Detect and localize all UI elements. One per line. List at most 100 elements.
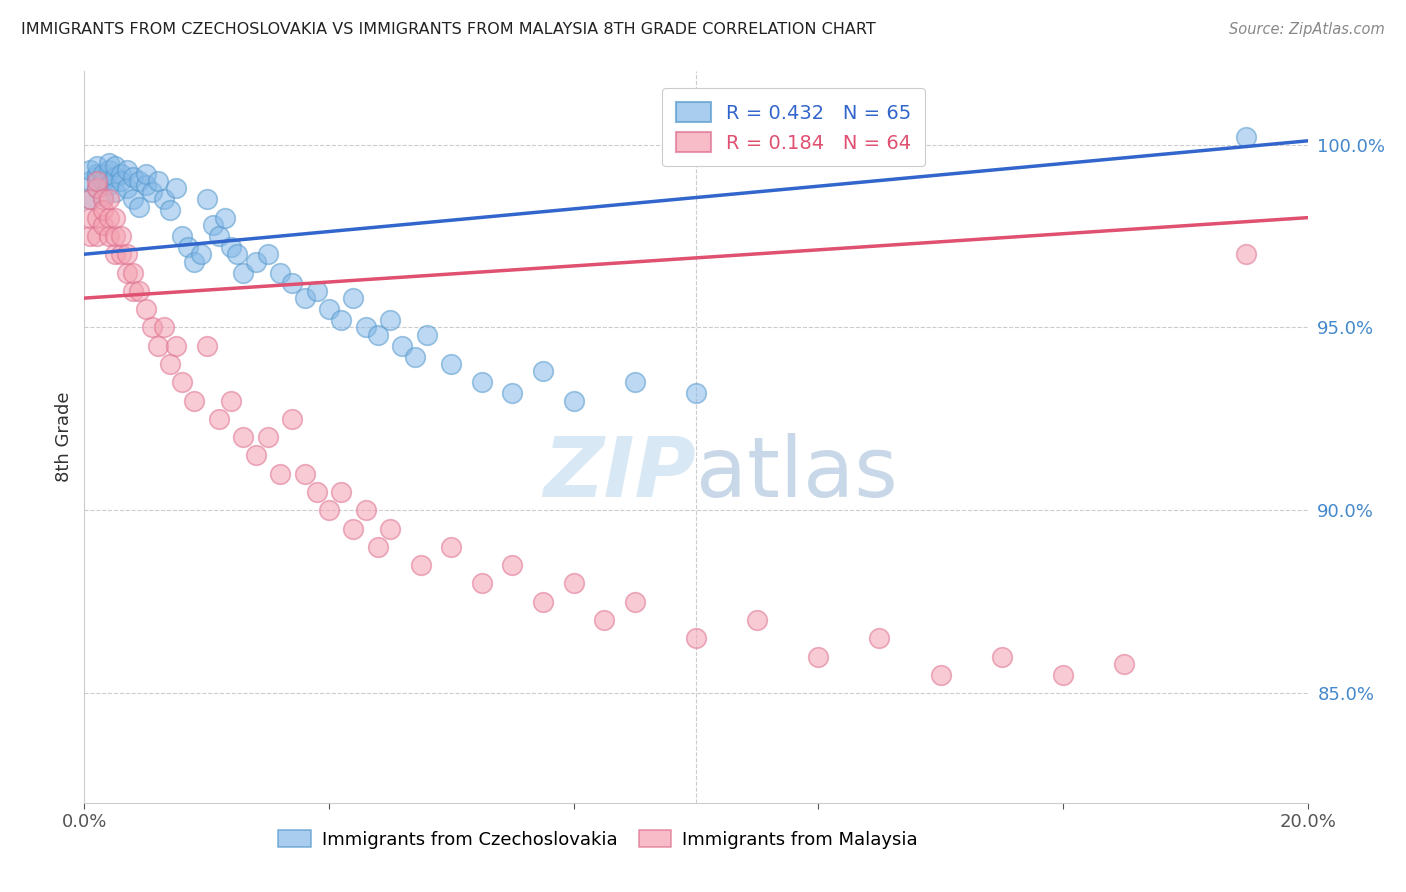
- Point: [165, 181, 187, 195]
- Point: [257, 430, 280, 444]
- Point: [367, 327, 389, 342]
- Point: [110, 247, 132, 261]
- Point: [86, 167, 108, 181]
- Point: [122, 284, 145, 298]
- Point: [86, 181, 108, 195]
- Point: [354, 503, 377, 517]
- Point: [165, 339, 187, 353]
- Point: [122, 193, 145, 207]
- Point: [86, 181, 108, 195]
- Point: [391, 339, 413, 353]
- Point: [91, 218, 114, 232]
- Point: [624, 595, 647, 609]
- Point: [685, 386, 707, 401]
- Point: [195, 193, 218, 207]
- Point: [624, 376, 647, 390]
- Point: [110, 229, 132, 244]
- Point: [991, 649, 1014, 664]
- Point: [318, 503, 340, 517]
- Point: [86, 160, 108, 174]
- Point: [135, 178, 157, 192]
- Point: [245, 449, 267, 463]
- Point: [110, 174, 132, 188]
- Point: [214, 211, 236, 225]
- Legend: Immigrants from Czechoslovakia, Immigrants from Malaysia: Immigrants from Czechoslovakia, Immigran…: [271, 822, 925, 856]
- Point: [110, 167, 132, 181]
- Point: [330, 313, 353, 327]
- Point: [232, 266, 254, 280]
- Point: [367, 540, 389, 554]
- Point: [201, 218, 224, 232]
- Text: IMMIGRANTS FROM CZECHOSLOVAKIA VS IMMIGRANTS FROM MALAYSIA 8TH GRADE CORRELATION: IMMIGRANTS FROM CZECHOSLOVAKIA VS IMMIGR…: [21, 22, 876, 37]
- Point: [153, 193, 176, 207]
- Point: [593, 613, 616, 627]
- Point: [305, 284, 328, 298]
- Point: [502, 558, 524, 573]
- Point: [380, 313, 402, 327]
- Point: [141, 320, 163, 334]
- Point: [183, 393, 205, 408]
- Point: [208, 229, 231, 244]
- Point: [86, 229, 108, 244]
- Point: [97, 229, 120, 244]
- Point: [269, 467, 291, 481]
- Point: [685, 632, 707, 646]
- Point: [86, 170, 108, 185]
- Point: [281, 277, 304, 291]
- Point: [562, 576, 585, 591]
- Point: [342, 291, 364, 305]
- Point: [269, 266, 291, 280]
- Point: [135, 302, 157, 317]
- Point: [1236, 247, 1258, 261]
- Point: [159, 203, 181, 218]
- Point: [219, 393, 242, 408]
- Point: [226, 247, 249, 261]
- Point: [79, 193, 101, 207]
- Point: [91, 193, 114, 207]
- Point: [104, 211, 127, 225]
- Point: [281, 412, 304, 426]
- Point: [409, 558, 432, 573]
- Point: [195, 339, 218, 353]
- Point: [86, 211, 108, 225]
- Text: Source: ZipAtlas.com: Source: ZipAtlas.com: [1229, 22, 1385, 37]
- Point: [183, 254, 205, 268]
- Point: [115, 247, 138, 261]
- Point: [128, 174, 150, 188]
- Point: [91, 203, 114, 218]
- Point: [531, 595, 554, 609]
- Point: [91, 174, 114, 188]
- Point: [1114, 657, 1136, 671]
- Point: [208, 412, 231, 426]
- Point: [91, 167, 114, 181]
- Point: [97, 193, 120, 207]
- Point: [104, 160, 127, 174]
- Point: [172, 376, 194, 390]
- Point: [79, 229, 101, 244]
- Point: [1052, 668, 1074, 682]
- Point: [97, 178, 120, 192]
- Point: [79, 211, 101, 225]
- Point: [257, 247, 280, 261]
- Point: [79, 174, 101, 188]
- Point: [807, 649, 830, 664]
- Point: [79, 163, 101, 178]
- Point: [219, 240, 242, 254]
- Point: [146, 339, 169, 353]
- Point: [115, 266, 138, 280]
- Point: [471, 376, 494, 390]
- Point: [305, 485, 328, 500]
- Point: [172, 229, 194, 244]
- Point: [97, 163, 120, 178]
- Point: [502, 386, 524, 401]
- Point: [440, 357, 463, 371]
- Point: [135, 167, 157, 181]
- Point: [86, 174, 108, 188]
- Point: [245, 254, 267, 268]
- Point: [416, 327, 439, 342]
- Point: [318, 302, 340, 317]
- Point: [104, 247, 127, 261]
- Point: [440, 540, 463, 554]
- Y-axis label: 8th Grade: 8th Grade: [55, 392, 73, 483]
- Point: [79, 193, 101, 207]
